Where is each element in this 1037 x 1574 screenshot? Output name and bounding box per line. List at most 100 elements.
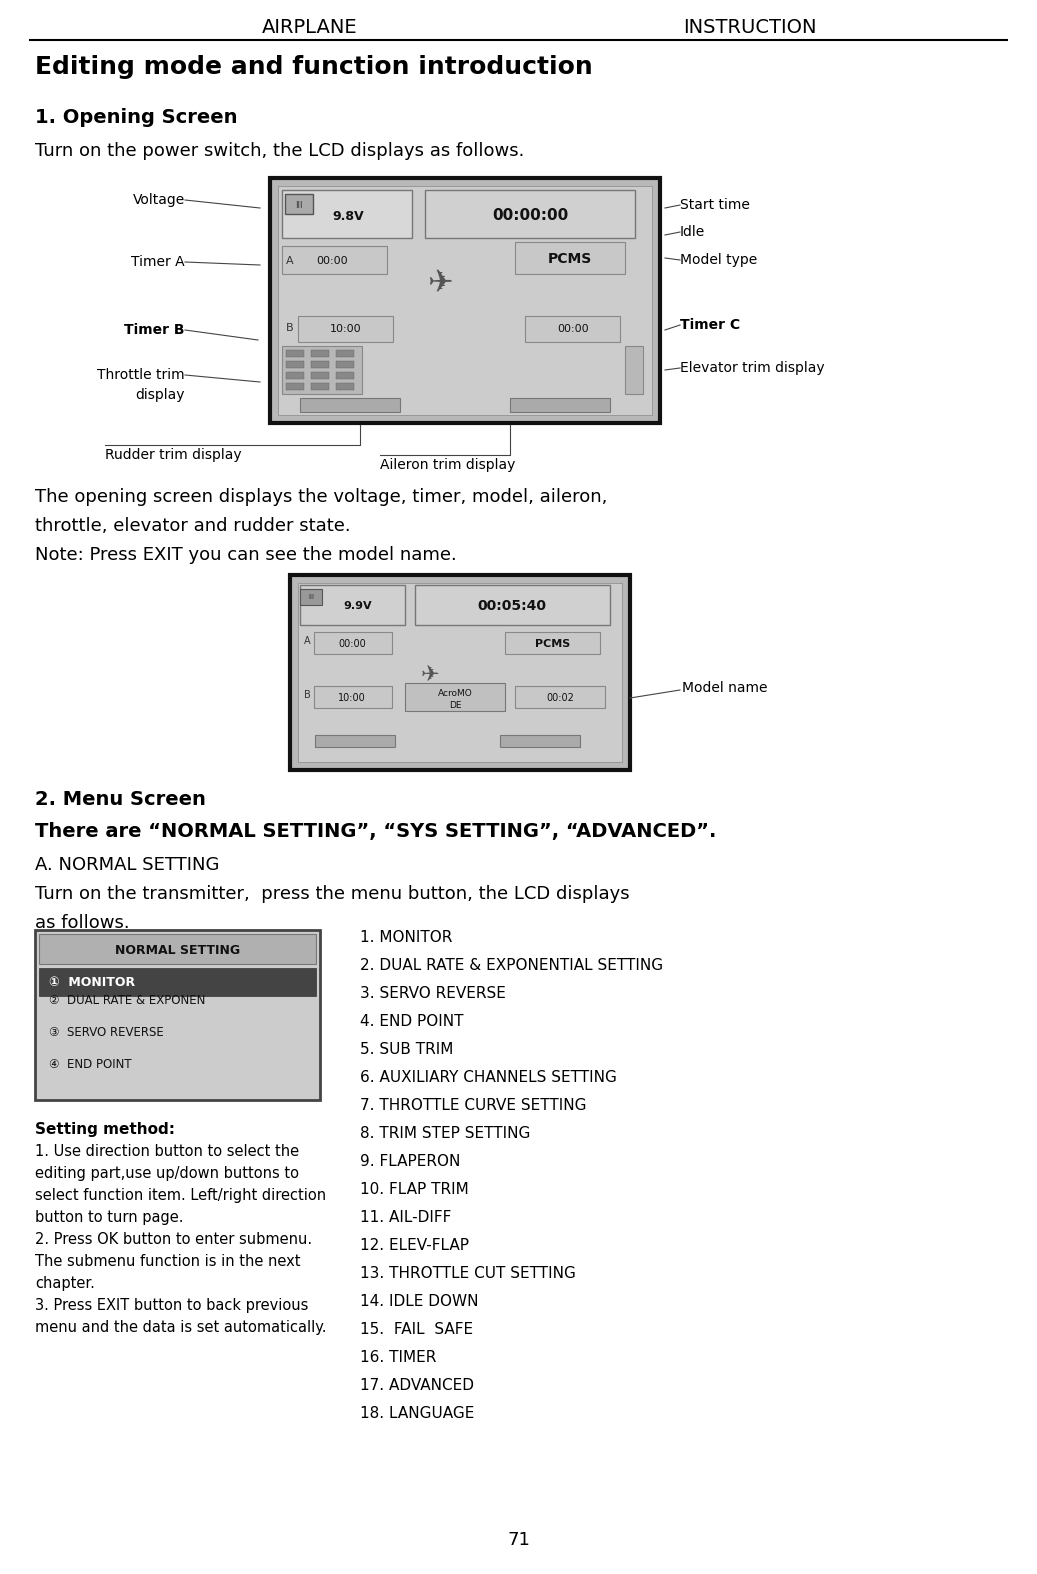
Bar xyxy=(278,186,652,416)
Text: AcroMO: AcroMO xyxy=(438,688,473,697)
Text: as follows.: as follows. xyxy=(35,914,130,932)
Text: 00:05:40: 00:05:40 xyxy=(477,600,546,612)
Text: 1. MONITOR: 1. MONITOR xyxy=(360,930,452,944)
Text: button to turn page.: button to turn page. xyxy=(35,1210,184,1225)
Bar xyxy=(39,968,316,996)
Text: Timer C: Timer C xyxy=(680,318,740,332)
Text: 1. Opening Screen: 1. Opening Screen xyxy=(35,109,237,127)
Text: Turn on the transmitter,  press the menu button, the LCD displays: Turn on the transmitter, press the menu … xyxy=(35,885,629,903)
Text: PCMS: PCMS xyxy=(535,639,570,648)
Text: The submenu function is in the next: The submenu function is in the next xyxy=(35,1254,301,1269)
Text: Editing mode and function introduction: Editing mode and function introduction xyxy=(35,55,593,79)
Bar xyxy=(282,346,362,394)
Bar xyxy=(298,582,622,762)
Text: 2. DUAL RATE & EXPONENTIAL SETTING: 2. DUAL RATE & EXPONENTIAL SETTING xyxy=(360,959,663,973)
Text: ④  END POINT: ④ END POINT xyxy=(49,1058,132,1070)
Bar xyxy=(336,382,354,390)
Text: 71: 71 xyxy=(507,1532,530,1549)
Bar xyxy=(515,686,605,708)
Text: chapter.: chapter. xyxy=(35,1277,94,1291)
Text: 1. Use direction button to select the: 1. Use direction button to select the xyxy=(35,1144,299,1158)
Text: 5. SUB TRIM: 5. SUB TRIM xyxy=(360,1042,453,1058)
Text: 17. ADVANCED: 17. ADVANCED xyxy=(360,1377,474,1393)
Text: B: B xyxy=(286,323,293,334)
Text: ①  MONITOR: ① MONITOR xyxy=(49,976,135,990)
Bar xyxy=(336,371,354,379)
Bar xyxy=(282,190,412,238)
Text: Timer B: Timer B xyxy=(124,323,185,337)
Text: NORMAL SETTING: NORMAL SETTING xyxy=(115,943,240,957)
Bar xyxy=(286,349,304,357)
Bar xyxy=(270,178,660,423)
Bar xyxy=(35,930,320,1100)
Text: ②  DUAL RATE & EXPONEN: ② DUAL RATE & EXPONEN xyxy=(49,993,205,1006)
Text: Elevator trim display: Elevator trim display xyxy=(680,360,824,375)
Bar xyxy=(336,360,354,368)
Bar xyxy=(300,586,405,625)
Text: III: III xyxy=(296,200,303,209)
Text: ③  SERVO REVERSE: ③ SERVO REVERSE xyxy=(49,1026,164,1039)
Text: A. NORMAL SETTING: A. NORMAL SETTING xyxy=(35,856,220,874)
Text: 9.8V: 9.8V xyxy=(332,209,364,222)
Bar xyxy=(290,575,630,770)
Text: 10:00: 10:00 xyxy=(338,693,366,704)
Text: 14. IDLE DOWN: 14. IDLE DOWN xyxy=(360,1294,478,1310)
Text: Voltage: Voltage xyxy=(133,194,185,208)
Bar xyxy=(510,398,610,412)
Text: III: III xyxy=(308,593,314,600)
Text: 9.9V: 9.9V xyxy=(343,601,372,611)
Bar xyxy=(500,735,580,748)
Text: 2. Menu Screen: 2. Menu Screen xyxy=(35,790,206,809)
Bar xyxy=(286,360,304,368)
Text: 00:00: 00:00 xyxy=(557,324,589,334)
Bar xyxy=(39,933,316,963)
Text: There are “NORMAL SETTING”, “SYS SETTING”, “ADVANCED”.: There are “NORMAL SETTING”, “SYS SETTING… xyxy=(35,822,717,841)
Bar xyxy=(311,371,329,379)
Text: throttle, elevator and rudder state.: throttle, elevator and rudder state. xyxy=(35,516,351,535)
Bar xyxy=(311,382,329,390)
Bar xyxy=(336,349,354,357)
Text: 15.  FAIL  SAFE: 15. FAIL SAFE xyxy=(360,1322,473,1336)
Text: 13. THROTTLE CUT SETTING: 13. THROTTLE CUT SETTING xyxy=(360,1265,576,1281)
Text: 18. LANGUAGE: 18. LANGUAGE xyxy=(360,1406,474,1421)
Text: 8. TRIM STEP SETTING: 8. TRIM STEP SETTING xyxy=(360,1125,530,1141)
Bar xyxy=(298,316,393,342)
Text: AIRPLANE: AIRPLANE xyxy=(262,17,358,38)
Bar xyxy=(525,316,620,342)
Text: Model type: Model type xyxy=(680,253,757,268)
Bar xyxy=(405,683,505,711)
Text: 16. TIMER: 16. TIMER xyxy=(360,1350,437,1365)
Bar xyxy=(285,194,313,214)
Bar xyxy=(505,633,600,655)
Bar xyxy=(625,346,643,394)
Text: ✈: ✈ xyxy=(421,664,440,685)
Text: select function item. Left/right direction: select function item. Left/right directi… xyxy=(35,1188,326,1203)
Bar xyxy=(515,242,625,274)
Bar xyxy=(286,371,304,379)
Text: menu and the data is set automatically.: menu and the data is set automatically. xyxy=(35,1321,327,1335)
Text: 4. END POINT: 4. END POINT xyxy=(360,1014,464,1029)
Text: 10:00: 10:00 xyxy=(330,324,362,334)
Bar xyxy=(314,686,392,708)
Bar xyxy=(300,398,400,412)
Text: Rudder trim display: Rudder trim display xyxy=(105,449,242,463)
Text: 7. THROTTLE CURVE SETTING: 7. THROTTLE CURVE SETTING xyxy=(360,1099,587,1113)
Text: A: A xyxy=(286,257,293,266)
Text: Turn on the power switch, the LCD displays as follows.: Turn on the power switch, the LCD displa… xyxy=(35,142,525,161)
Text: 10. FLAP TRIM: 10. FLAP TRIM xyxy=(360,1182,469,1196)
Text: display: display xyxy=(136,389,185,401)
Text: Setting method:: Setting method: xyxy=(35,1122,175,1136)
Text: 3. Press EXIT button to back previous: 3. Press EXIT button to back previous xyxy=(35,1299,308,1313)
Text: B: B xyxy=(304,689,311,700)
Text: 9. FLAPERON: 9. FLAPERON xyxy=(360,1154,460,1169)
Text: 00:02: 00:02 xyxy=(546,693,573,704)
Text: 00:00: 00:00 xyxy=(338,639,366,648)
Bar xyxy=(282,246,387,274)
Text: Start time: Start time xyxy=(680,198,750,212)
Text: INSTRUCTION: INSTRUCTION xyxy=(683,17,817,38)
Text: 11. AIL-DIFF: 11. AIL-DIFF xyxy=(360,1210,451,1225)
Text: A: A xyxy=(304,636,311,645)
Text: 00:00:00: 00:00:00 xyxy=(492,208,568,224)
Text: ✈: ✈ xyxy=(427,269,453,297)
Bar xyxy=(311,349,329,357)
